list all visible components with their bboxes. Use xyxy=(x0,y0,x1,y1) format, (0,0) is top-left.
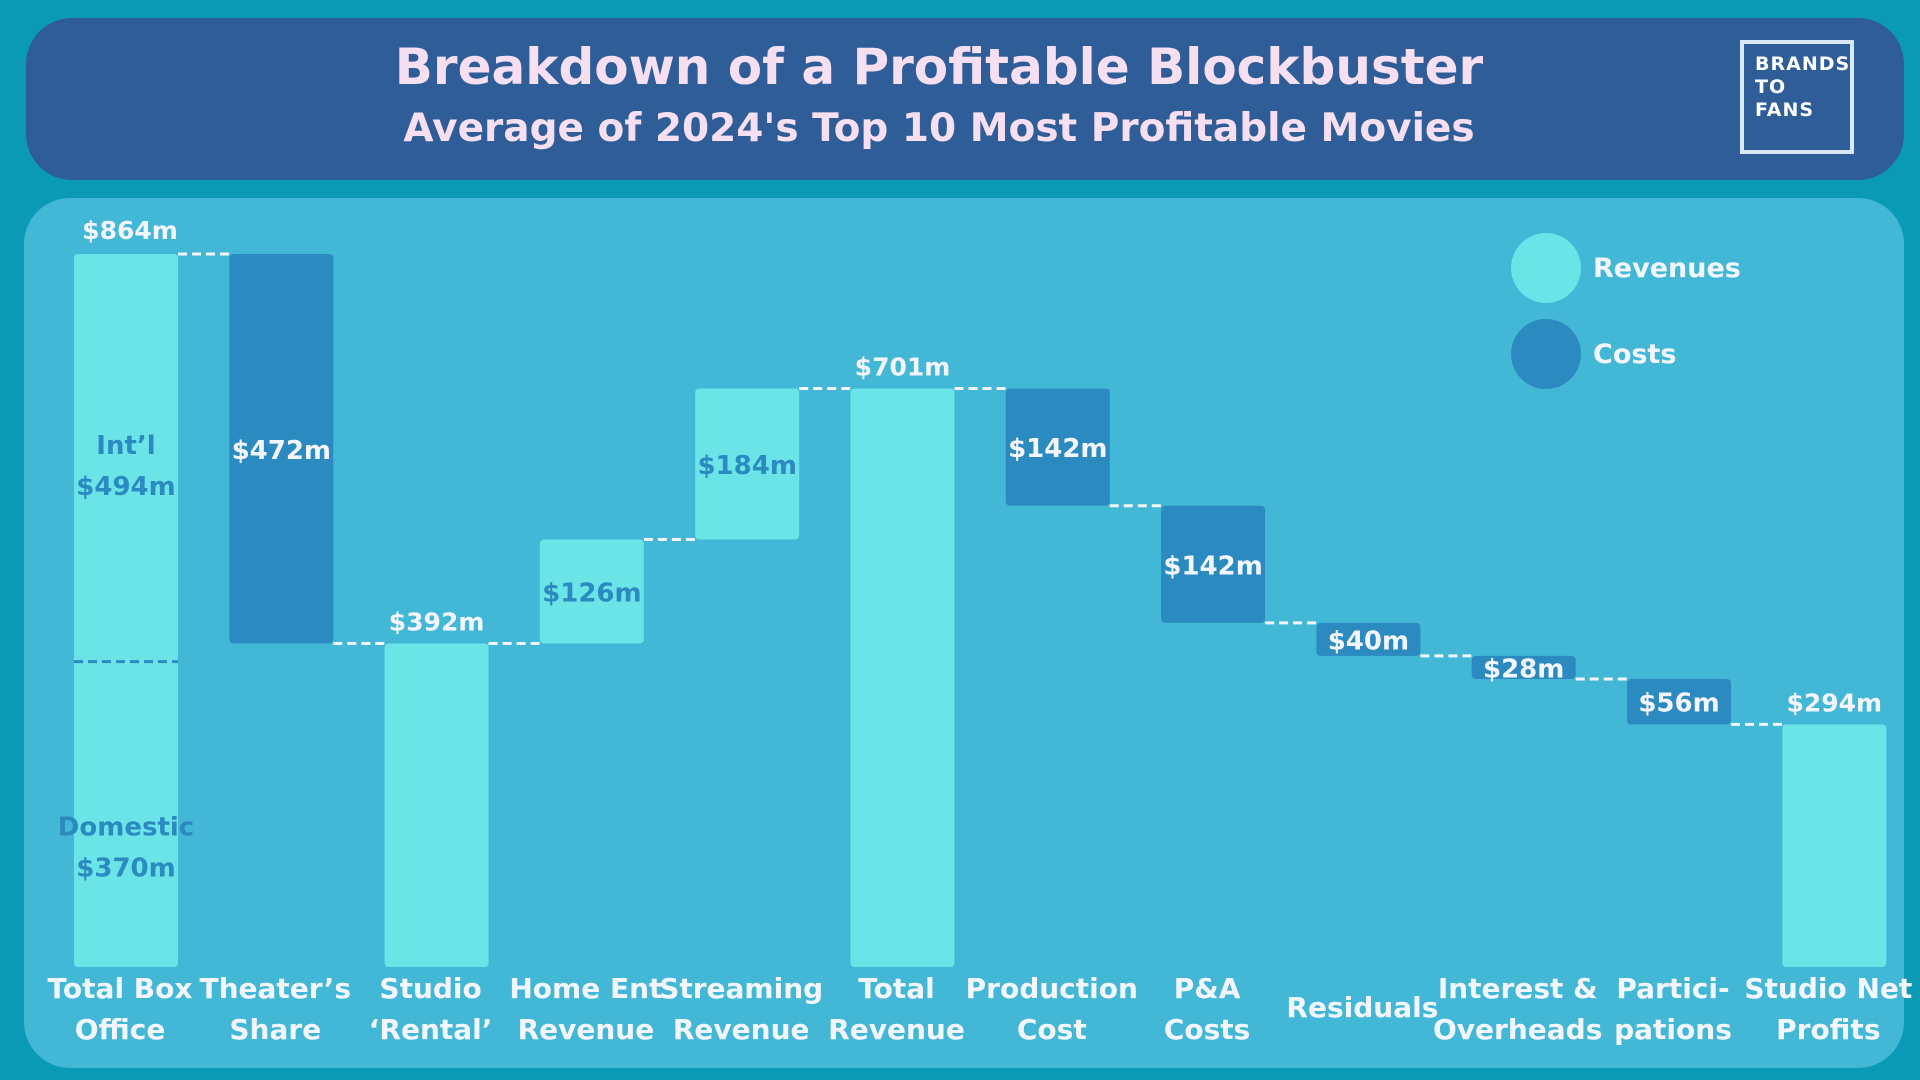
data-label: $864m xyxy=(82,216,178,245)
logo-line: BRANDS xyxy=(1755,53,1851,75)
legend-swatch xyxy=(1511,233,1581,303)
category-label: ‘Rental’ xyxy=(369,1013,493,1046)
header-banner xyxy=(26,18,1904,180)
category-label: Streaming xyxy=(659,972,823,1005)
data-label: $56m xyxy=(1638,689,1719,719)
data-label: $294m xyxy=(1786,688,1882,717)
category-label: pations xyxy=(1614,1013,1732,1046)
data-label: $184m xyxy=(697,451,796,481)
category-label: P&A xyxy=(1174,972,1241,1005)
bar-cost xyxy=(1471,655,1576,679)
category-label: Total Box xyxy=(48,972,193,1005)
chart-panel xyxy=(24,198,1904,1068)
data-label: $392m xyxy=(389,608,485,637)
bar-revenue xyxy=(850,388,955,968)
category-label: Overheads xyxy=(1433,1013,1602,1046)
bar-cost xyxy=(1316,622,1421,656)
data-label: $126m xyxy=(542,579,641,609)
data-label: $40m xyxy=(1328,626,1409,656)
category-label: Revenue xyxy=(828,1013,965,1046)
bar-cost xyxy=(1161,505,1266,623)
category-label: Studio xyxy=(379,972,481,1005)
category-label: Revenue xyxy=(673,1013,810,1046)
bar-revenue xyxy=(695,388,800,540)
category-label: Production xyxy=(966,972,1138,1005)
category-label: Revenue xyxy=(518,1013,655,1046)
data-label: $472m xyxy=(232,436,331,466)
legend-swatch xyxy=(1511,319,1581,389)
category-label: Total xyxy=(858,972,935,1005)
category-label: Home Ent xyxy=(509,972,662,1005)
bar-revenue xyxy=(1782,724,1887,967)
segment-label: Domestic xyxy=(58,812,194,842)
segment-label: Int’l xyxy=(96,431,155,461)
logo-line: FANS xyxy=(1755,99,1815,121)
chart-subtitle: Average of 2024's Top 10 Most Profitable… xyxy=(403,106,1475,151)
bar-cost xyxy=(229,254,334,644)
bar-revenue xyxy=(539,539,644,644)
bar-cost xyxy=(1005,388,1110,506)
bar-revenue xyxy=(384,643,489,967)
data-label: $28m xyxy=(1483,654,1564,684)
category-label: Theater’s xyxy=(200,972,352,1005)
logo-line: TO xyxy=(1755,76,1787,98)
segment-value: $494m xyxy=(76,472,175,502)
category-label: Partici- xyxy=(1616,972,1729,1005)
data-label: $701m xyxy=(855,353,951,382)
category-label: Profits xyxy=(1776,1013,1880,1046)
category-label: Residuals xyxy=(1286,991,1438,1024)
category-label: Studio Net xyxy=(1744,972,1912,1005)
data-label: $142m xyxy=(1163,551,1262,581)
category-label: Office xyxy=(75,1013,166,1046)
legend-label: Revenues xyxy=(1593,253,1741,284)
data-label: $142m xyxy=(1008,434,1107,464)
brand-logo: BRANDS TO FANS xyxy=(1740,40,1854,154)
category-label: Costs xyxy=(1164,1013,1251,1046)
bar-cost xyxy=(1627,678,1731,725)
segment-value: $370m xyxy=(76,853,175,883)
chart-title: Breakdown of a Profitable Blockbuster xyxy=(394,38,1484,96)
category-label: Interest & xyxy=(1438,972,1598,1005)
category-label: Share xyxy=(229,1013,321,1046)
category-label: Cost xyxy=(1017,1013,1087,1046)
bar-revenue xyxy=(74,254,178,967)
legend-label: Costs xyxy=(1593,339,1676,370)
